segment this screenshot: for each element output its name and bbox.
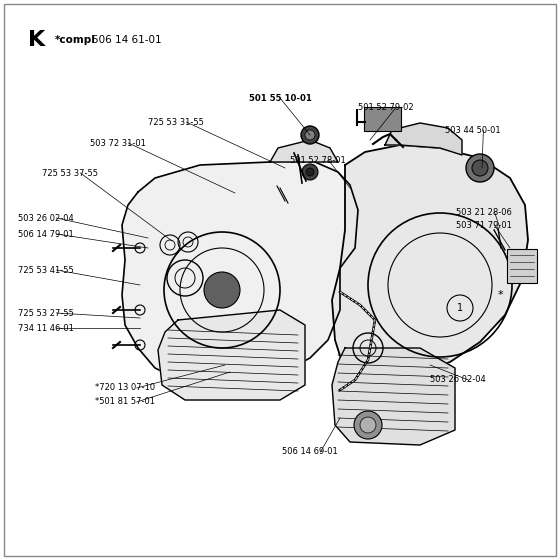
Text: 503 21 28-06: 503 21 28-06 xyxy=(456,208,512,217)
Text: 501 52 78-01: 501 52 78-01 xyxy=(290,156,346,165)
Circle shape xyxy=(302,164,318,180)
Circle shape xyxy=(472,160,488,176)
Text: 503 26 02-04: 503 26 02-04 xyxy=(18,213,74,222)
Text: 734 11 46-01: 734 11 46-01 xyxy=(18,324,74,333)
FancyBboxPatch shape xyxy=(507,249,537,283)
Text: 503 72 31-01: 503 72 31-01 xyxy=(90,138,146,147)
Text: *compl: *compl xyxy=(55,35,96,45)
Circle shape xyxy=(466,154,494,182)
Text: 725 53 27-55: 725 53 27-55 xyxy=(18,309,74,318)
Text: 506 14 61-01: 506 14 61-01 xyxy=(92,35,162,45)
Text: *720 13 07-10: *720 13 07-10 xyxy=(95,384,155,393)
Circle shape xyxy=(306,168,314,176)
Polygon shape xyxy=(332,348,455,445)
FancyBboxPatch shape xyxy=(364,107,401,131)
Text: 503 44 50-01: 503 44 50-01 xyxy=(445,125,501,134)
Polygon shape xyxy=(158,310,305,400)
Circle shape xyxy=(204,272,240,308)
Text: 501 52 79-02: 501 52 79-02 xyxy=(358,102,414,111)
Circle shape xyxy=(301,126,319,144)
Circle shape xyxy=(354,411,382,439)
Text: 503 26 02-04: 503 26 02-04 xyxy=(430,376,486,385)
Text: 725 53 37-55: 725 53 37-55 xyxy=(42,169,98,178)
Circle shape xyxy=(360,417,376,433)
Text: 503 71 79-01: 503 71 79-01 xyxy=(456,221,512,230)
Text: 725 53 41-55: 725 53 41-55 xyxy=(18,265,74,274)
Text: 506 14 69-01: 506 14 69-01 xyxy=(282,447,338,456)
Text: 506 14 79-01: 506 14 79-01 xyxy=(18,230,74,239)
Polygon shape xyxy=(332,145,528,382)
Text: K: K xyxy=(28,30,45,50)
Polygon shape xyxy=(385,123,462,155)
Polygon shape xyxy=(270,140,338,162)
Text: 501 55 10-01: 501 55 10-01 xyxy=(249,94,311,102)
FancyBboxPatch shape xyxy=(4,4,556,556)
Text: 725 53 31-55: 725 53 31-55 xyxy=(148,118,204,127)
Text: *: * xyxy=(497,290,503,300)
Circle shape xyxy=(305,130,315,140)
Polygon shape xyxy=(122,162,358,385)
Text: 1: 1 xyxy=(457,303,463,313)
Text: *501 81 57-01: *501 81 57-01 xyxy=(95,398,155,407)
